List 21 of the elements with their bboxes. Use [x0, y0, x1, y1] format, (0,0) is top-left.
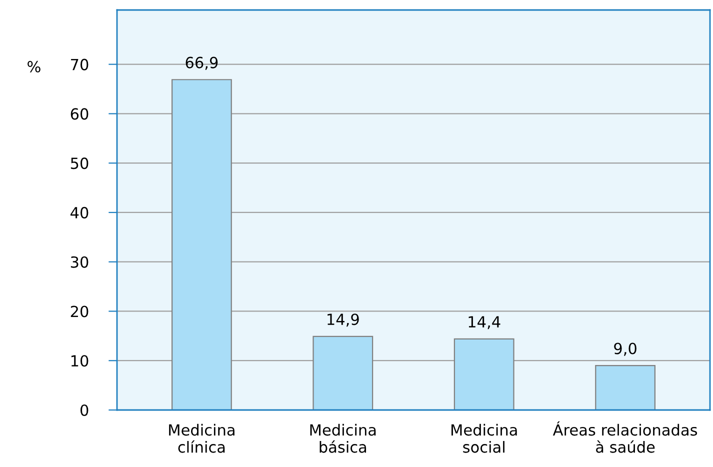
- y-tick-label: 60: [70, 108, 88, 120]
- x-tick-label: Medicina social: [451, 424, 517, 453]
- data-label: 14,9: [328, 314, 359, 327]
- x-tick-label: Medicina básica: [310, 424, 376, 453]
- bar: [454, 338, 514, 410]
- data-label: 66,9: [186, 56, 218, 70]
- y-tick-label: 30: [70, 256, 88, 268]
- x-tick-label: Medicina clínica: [169, 424, 234, 453]
- y-tick-label: 10: [71, 355, 88, 367]
- y-tick-label: 50: [70, 158, 88, 170]
- x-tick-label: Áreas relacionadas à saúde: [552, 421, 698, 453]
- data-label: 14,4: [468, 316, 500, 330]
- data-label: 9,0: [614, 342, 636, 356]
- y-axis-title: %: [28, 60, 40, 72]
- bar: [312, 336, 374, 410]
- bar: [595, 365, 656, 410]
- y-tick-label: 70: [71, 58, 88, 70]
- bar: [172, 79, 232, 410]
- y-tick-label: 0: [80, 404, 88, 416]
- y-tick-label: 20: [70, 306, 88, 318]
- y-tick-label: 40: [70, 206, 88, 218]
